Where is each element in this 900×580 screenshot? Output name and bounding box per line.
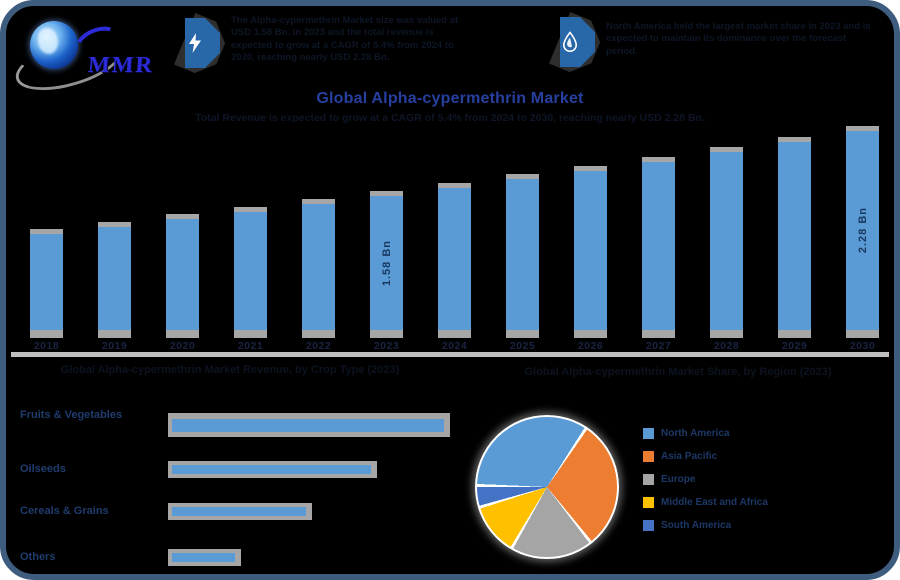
column-bar: [574, 166, 607, 338]
bar-value-label: 1.58 Bn: [380, 239, 393, 287]
hbar-fill: [172, 553, 235, 562]
column-bar: [302, 199, 335, 338]
legend-label: Middle East and Africa: [661, 496, 768, 508]
year-axis-label: 2021: [237, 340, 264, 352]
legend-label: Europe: [661, 473, 696, 485]
highlight-badge-left: [167, 15, 223, 71]
column-bar: [30, 229, 63, 338]
column-bar: [438, 183, 471, 338]
column-bar: 1.58 Bn: [370, 191, 403, 338]
legend-item: Asia Pacific: [643, 450, 893, 462]
year-axis-label: 2026: [577, 340, 604, 352]
hbar-track: [168, 413, 450, 437]
market-size-statement: The Alpha-cypermethrin Market size was v…: [231, 15, 459, 64]
year-axis-label: 2020: [169, 340, 196, 352]
hbar-fill: [172, 465, 371, 474]
left-section-header: Global Alpha-cypermethrin Market Revenue…: [60, 364, 400, 376]
legend-item: Europe: [643, 473, 893, 485]
hbar-fill: [172, 419, 444, 432]
highlight-badge-right: [542, 14, 598, 70]
column-bar: [166, 214, 199, 338]
legend-label: North America: [661, 427, 730, 439]
year-axis-label: 2025: [509, 340, 536, 352]
year-axis-label: 2023: [373, 340, 400, 352]
hbar-track: [168, 549, 241, 566]
hbar-track: [168, 461, 377, 478]
hbar-category-label: Others: [20, 551, 56, 563]
hbar-track: [168, 503, 312, 520]
column-bar: [506, 174, 539, 338]
legend-swatch: [643, 450, 654, 462]
year-axis-label: 2024: [441, 340, 468, 352]
revenue-column-chart: 2018 2019 2020 2021 2022 1.58 Bn 2023 2024 2025 2…: [30, 126, 879, 352]
hbar-category-label: Oilseeds: [20, 463, 66, 475]
year-axis-label: 2018: [33, 340, 60, 352]
year-axis-label: 2029: [781, 340, 808, 352]
legend-item: Middle East and Africa: [643, 496, 893, 508]
hbar-category-label: Cereals & Grains: [20, 505, 109, 517]
globe-icon: [30, 21, 78, 69]
bar-value-label: 2.28 Bn: [856, 207, 869, 254]
year-axis-label: 2028: [713, 340, 740, 352]
year-axis-label: 2019: [101, 340, 128, 352]
crop-type-bar-chart: Fruits & Vegetables Oilseeds Cereals & Gra…: [0, 400, 460, 580]
legend-label: Asia Pacific: [661, 450, 718, 462]
section-divider: [11, 352, 889, 357]
legend-item: South America: [643, 519, 893, 531]
year-axis-label: 2027: [645, 340, 672, 352]
column-bar: [642, 157, 675, 338]
legend-label: South America: [661, 519, 732, 531]
hbar-fill: [172, 507, 306, 516]
hbar-category-label: Fruits & Vegetables: [20, 409, 123, 421]
mmr-logo: MMR: [10, 12, 166, 101]
region-pie-chart: [475, 415, 619, 559]
lightning-icon: [189, 33, 201, 53]
droplet-icon: [562, 31, 578, 52]
right-section-header: Global Alpha-cypermethrin Market Share, …: [524, 366, 832, 378]
legend-item: North America: [643, 427, 893, 439]
legend-swatch: [643, 519, 654, 531]
column-bar: 2.28 Bn: [846, 126, 879, 338]
column-bar: [98, 222, 131, 338]
pie-legend: North America Asia Pacific Europe Middle Ea…: [643, 427, 893, 542]
year-axis-label: 2022: [305, 340, 332, 352]
legend-swatch: [643, 473, 654, 485]
legend-swatch: [643, 496, 654, 508]
column-bar: [710, 147, 743, 338]
regional-dominance-statement: North America held the largest market sh…: [606, 21, 871, 57]
column-bar: [778, 137, 811, 338]
column-bar: [234, 207, 267, 338]
year-axis-label: 2030: [849, 340, 876, 352]
page-subtitle: Total Revenue is expected to grow at a C…: [195, 112, 705, 124]
legend-swatch: [643, 427, 654, 439]
page-title: Global Alpha-cypermethrin Market: [316, 90, 584, 107]
